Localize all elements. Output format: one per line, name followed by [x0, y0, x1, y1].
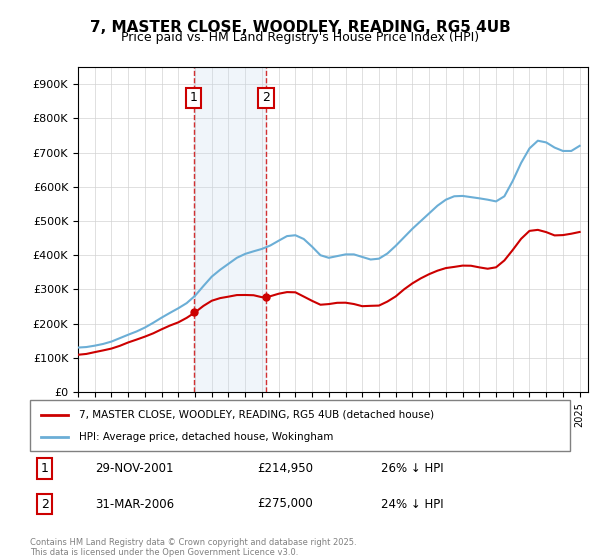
Text: 31-MAR-2006: 31-MAR-2006	[95, 497, 174, 511]
Text: 7, MASTER CLOSE, WOODLEY, READING, RG5 4UB: 7, MASTER CLOSE, WOODLEY, READING, RG5 4…	[89, 20, 511, 35]
Text: £275,000: £275,000	[257, 497, 313, 511]
Text: 2: 2	[41, 497, 49, 511]
Text: Contains HM Land Registry data © Crown copyright and database right 2025.
This d: Contains HM Land Registry data © Crown c…	[30, 538, 356, 557]
Text: 2: 2	[262, 91, 270, 105]
Text: 24% ↓ HPI: 24% ↓ HPI	[381, 497, 443, 511]
Text: 29-NOV-2001: 29-NOV-2001	[95, 462, 173, 475]
FancyBboxPatch shape	[30, 400, 570, 451]
Text: 1: 1	[190, 91, 197, 105]
Text: £214,950: £214,950	[257, 462, 313, 475]
Text: 26% ↓ HPI: 26% ↓ HPI	[381, 462, 443, 475]
Text: HPI: Average price, detached house, Wokingham: HPI: Average price, detached house, Woki…	[79, 432, 333, 442]
Bar	[194, 67, 266, 392]
Text: 1: 1	[41, 462, 49, 475]
Text: Price paid vs. HM Land Registry's House Price Index (HPI): Price paid vs. HM Land Registry's House …	[121, 31, 479, 44]
Text: 7, MASTER CLOSE, WOODLEY, READING, RG5 4UB (detached house): 7, MASTER CLOSE, WOODLEY, READING, RG5 4…	[79, 409, 434, 419]
